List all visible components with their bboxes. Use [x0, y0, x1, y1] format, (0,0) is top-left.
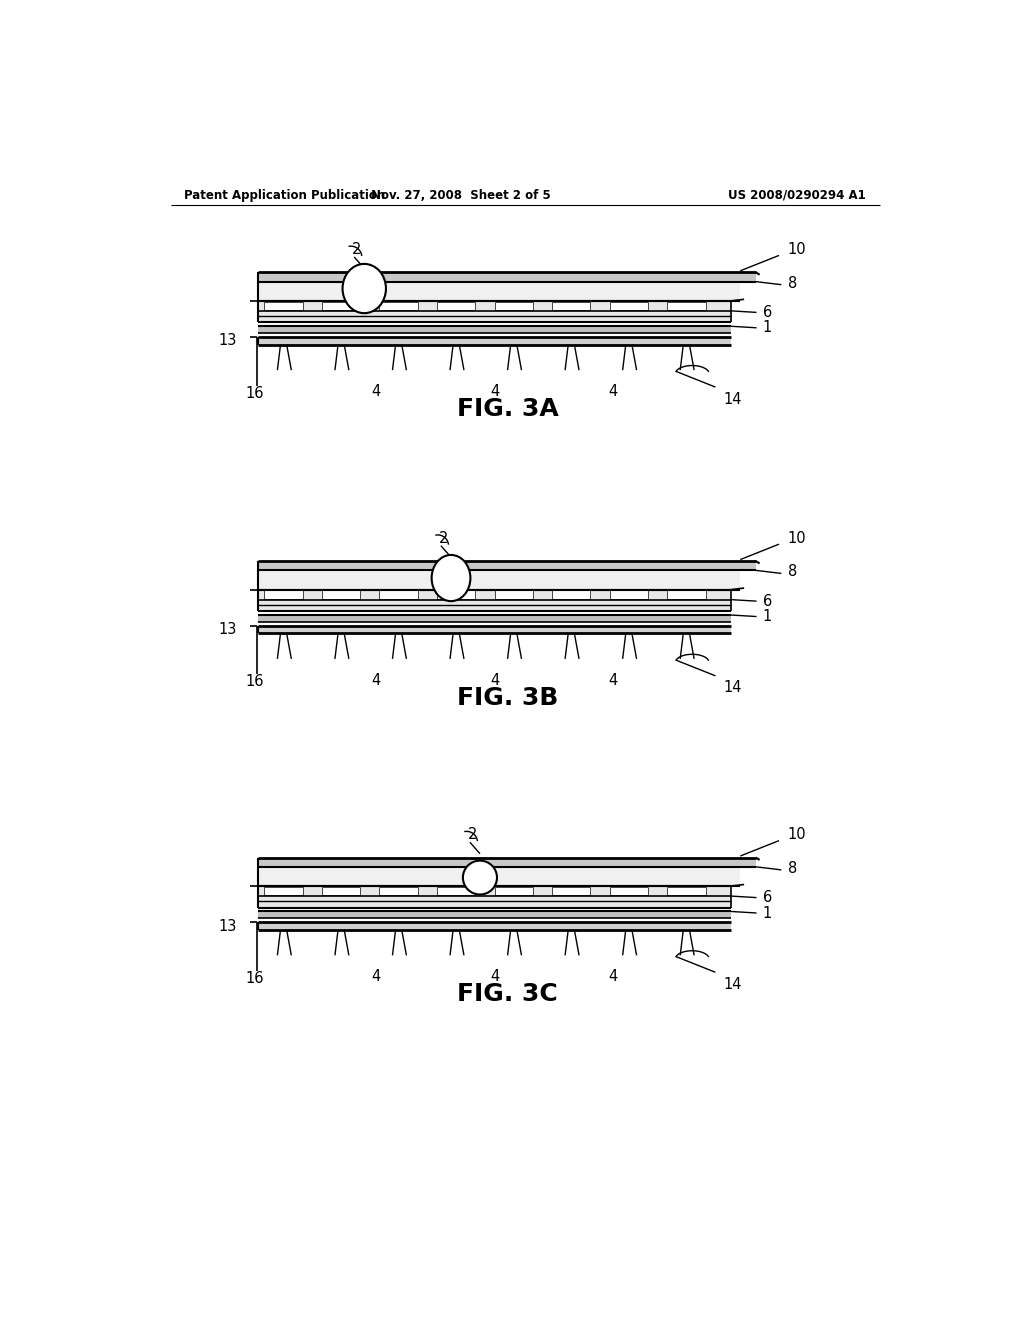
Bar	[609, 302, 648, 310]
Text: 10: 10	[787, 826, 806, 842]
Text: 4: 4	[372, 673, 381, 688]
Bar	[668, 302, 706, 310]
Text: 1: 1	[763, 609, 772, 624]
Text: 4: 4	[372, 384, 381, 399]
Text: 14: 14	[723, 977, 741, 991]
Bar	[258, 301, 731, 322]
Text: 6: 6	[763, 594, 772, 609]
Bar	[437, 302, 475, 310]
Text: 4: 4	[372, 969, 381, 985]
Ellipse shape	[463, 861, 497, 895]
Text: 8: 8	[787, 276, 797, 290]
Bar	[258, 570, 740, 590]
Text: 6: 6	[763, 890, 772, 906]
Bar	[258, 561, 756, 570]
Text: Patent Application Publication: Patent Application Publication	[183, 189, 385, 202]
Bar	[380, 887, 418, 895]
Bar	[258, 911, 731, 919]
Text: 14: 14	[723, 681, 741, 696]
Bar	[437, 887, 475, 895]
Text: FIG. 3B: FIG. 3B	[457, 686, 558, 710]
Bar	[495, 887, 532, 895]
Bar	[552, 302, 591, 310]
Text: 2: 2	[468, 826, 477, 842]
Bar	[258, 337, 731, 345]
Bar	[552, 887, 591, 895]
Text: 8: 8	[787, 861, 797, 876]
Text: 14: 14	[723, 392, 741, 407]
Bar	[264, 590, 303, 599]
Text: 4: 4	[489, 673, 500, 688]
Text: 4: 4	[608, 384, 617, 399]
Bar	[552, 590, 591, 599]
Text: US 2008/0290294 A1: US 2008/0290294 A1	[728, 189, 866, 202]
Bar	[258, 858, 756, 867]
Bar	[258, 923, 731, 929]
Bar	[322, 590, 360, 599]
Bar	[322, 887, 360, 895]
Bar	[380, 590, 418, 599]
Bar	[258, 590, 731, 611]
Text: 4: 4	[608, 673, 617, 688]
Bar	[258, 626, 731, 634]
Text: Nov. 27, 2008  Sheet 2 of 5: Nov. 27, 2008 Sheet 2 of 5	[372, 189, 551, 202]
Text: 2: 2	[352, 242, 361, 257]
Text: FIG. 3C: FIG. 3C	[458, 982, 558, 1006]
Text: 13: 13	[218, 622, 237, 638]
Text: 1: 1	[763, 321, 772, 335]
Text: 2: 2	[438, 531, 447, 545]
Text: 16: 16	[245, 970, 263, 986]
Text: 4: 4	[608, 969, 617, 985]
Bar	[264, 302, 303, 310]
Bar	[668, 887, 706, 895]
Bar	[609, 887, 648, 895]
Bar	[258, 272, 756, 281]
Text: 1: 1	[763, 906, 772, 920]
Bar	[258, 615, 731, 622]
Bar	[258, 281, 740, 301]
Text: 4: 4	[489, 969, 500, 985]
Ellipse shape	[343, 264, 386, 313]
Text: 13: 13	[218, 919, 237, 933]
Bar	[437, 590, 475, 599]
Bar	[258, 326, 731, 333]
Text: 10: 10	[787, 242, 806, 257]
Bar	[258, 886, 731, 908]
Text: 10: 10	[787, 531, 806, 545]
Bar	[264, 887, 303, 895]
Ellipse shape	[432, 554, 470, 601]
Bar	[668, 590, 706, 599]
Bar	[380, 302, 418, 310]
Text: 4: 4	[489, 384, 500, 399]
Bar	[609, 590, 648, 599]
Text: FIG. 3A: FIG. 3A	[457, 397, 559, 421]
Text: 6: 6	[763, 305, 772, 319]
Text: 16: 16	[245, 675, 263, 689]
Bar	[495, 590, 532, 599]
Bar	[495, 302, 532, 310]
Bar	[258, 867, 740, 886]
Text: 16: 16	[245, 385, 263, 400]
Text: 13: 13	[218, 334, 237, 348]
Bar	[322, 302, 360, 310]
Text: 8: 8	[787, 565, 797, 579]
